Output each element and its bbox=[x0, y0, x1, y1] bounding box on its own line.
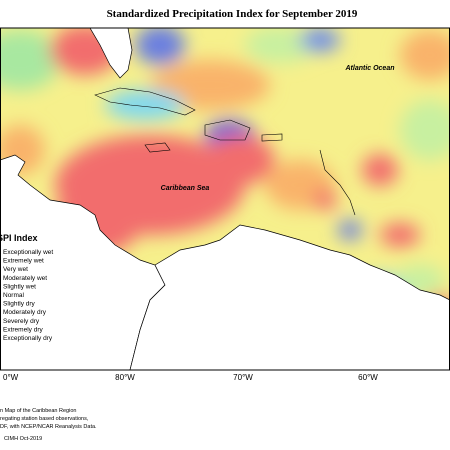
legend-item: Severely dry bbox=[3, 318, 40, 325]
lesser-antilles bbox=[319, 149, 356, 216]
longitude-label: 60°W bbox=[358, 373, 378, 382]
longitude-label: 0°W bbox=[3, 373, 19, 382]
longitude-labels: 0°W 80°W 70°W 60°W bbox=[3, 373, 378, 382]
footer-text: n Map of the Caribbean Region bbox=[0, 408, 76, 414]
puerto-rico bbox=[261, 133, 283, 142]
legend-item: Exceptionally wet bbox=[3, 249, 53, 256]
legend-item: Exceptionally dry bbox=[3, 335, 53, 342]
jamaica bbox=[144, 142, 171, 153]
legend-title: SPI Index bbox=[0, 233, 38, 243]
legend-item: Moderately dry bbox=[3, 309, 47, 316]
footer-text: regating station based observations, bbox=[0, 416, 89, 422]
map-label: Caribbean Sea bbox=[161, 185, 210, 192]
legend-item: Slightly wet bbox=[3, 283, 36, 290]
cuba bbox=[94, 87, 196, 116]
spi-field bbox=[0, 28, 450, 370]
map-title: Standardized Precipitation Index for Sep… bbox=[107, 8, 358, 20]
footer-text: DF, with NCEP/NCAR Reanalysis Data. bbox=[0, 424, 97, 430]
legend-item: Slightly dry bbox=[3, 301, 36, 308]
legend-item: Very wet bbox=[3, 266, 28, 273]
legend-item: Moderately wet bbox=[3, 275, 47, 282]
footer-text: CIMH Oct-2019 bbox=[4, 436, 42, 442]
legend-item: Normal bbox=[3, 292, 25, 299]
south-america bbox=[129, 224, 450, 370]
legend-item: Extremely wet bbox=[3, 258, 44, 265]
map-label: Atlantic Ocean bbox=[344, 65, 394, 72]
hispaniola bbox=[204, 119, 251, 141]
longitude-label: 70°W bbox=[233, 373, 253, 382]
florida bbox=[89, 28, 133, 79]
legend-item: Extremely dry bbox=[3, 326, 43, 333]
longitude-label: 80°W bbox=[115, 373, 135, 382]
footer: n Map of the Caribbean Region regating st… bbox=[0, 408, 97, 442]
